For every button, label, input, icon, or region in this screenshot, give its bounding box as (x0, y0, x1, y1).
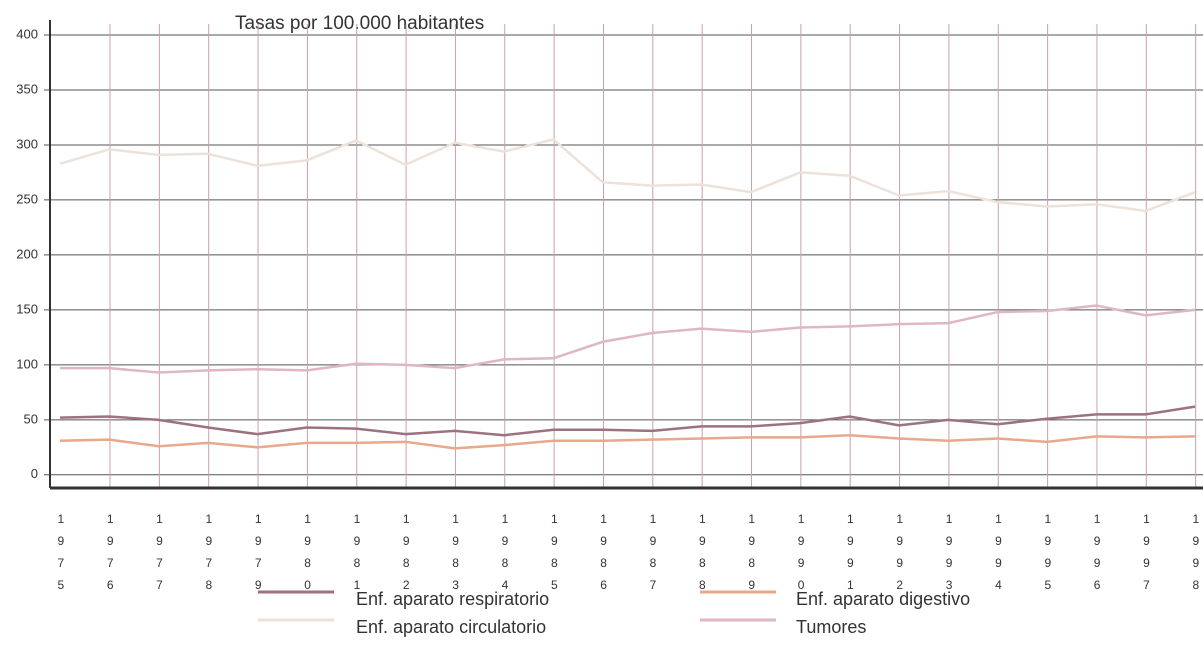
x-tick-label: 1997 (1139, 512, 1153, 600)
x-tick-label: 1998 (1189, 512, 1203, 600)
x-tick-label: 1982 (399, 512, 413, 600)
x-tick-label: 1988 (695, 512, 709, 600)
x-tick-label: 1992 (893, 512, 907, 600)
y-tick-label: 250 (16, 191, 38, 206)
x-tick-label: 1993 (942, 512, 956, 600)
chart-title: Tasas por 100.000 habitantes (235, 13, 484, 34)
x-tick-label: 1978 (202, 512, 216, 600)
y-tick-label: 50 (24, 411, 38, 426)
x-tick-label: 1985 (547, 512, 561, 600)
x-tick-label: 1987 (646, 512, 660, 600)
series-line (59, 433, 1196, 450)
legend-label: Enf. aparato respiratorio (356, 589, 549, 609)
x-tick-label: 1979 (251, 512, 265, 600)
legend-label: Tumores (796, 617, 866, 637)
legend-label: Enf. aparato circulatorio (356, 617, 546, 637)
series-line (59, 138, 1196, 213)
y-tick-label: 200 (16, 246, 38, 261)
y-tick-label: 400 (16, 26, 38, 41)
y-tick-label: 350 (16, 81, 38, 96)
x-tick-label: 1995 (1041, 512, 1055, 600)
x-tick-label: 1990 (794, 512, 808, 600)
x-tick-label: 1975 (54, 512, 68, 600)
legend-label: Enf. aparato digestivo (796, 589, 970, 609)
x-tick-label: 1991 (843, 512, 857, 600)
series-line (59, 405, 1196, 437)
y-tick-label: 150 (16, 301, 38, 316)
series-line (60, 304, 1196, 374)
x-tick-label: 1994 (991, 512, 1005, 600)
y-tick-label: 300 (16, 136, 38, 151)
x-tick-label: 1981 (350, 512, 364, 600)
y-tick-label: 0 (31, 466, 38, 481)
y-tick-label: 100 (16, 356, 38, 371)
x-tick-label: 1984 (498, 512, 512, 600)
x-tick-label: 1983 (449, 512, 463, 600)
x-tick-label: 1976 (103, 512, 117, 600)
x-tick-label: 1977 (153, 512, 167, 600)
x-tick-label: 1986 (597, 512, 611, 600)
x-tick-label: 1996 (1090, 512, 1104, 600)
x-tick-label: 1989 (745, 512, 759, 600)
x-tick-label: 1980 (301, 512, 315, 600)
